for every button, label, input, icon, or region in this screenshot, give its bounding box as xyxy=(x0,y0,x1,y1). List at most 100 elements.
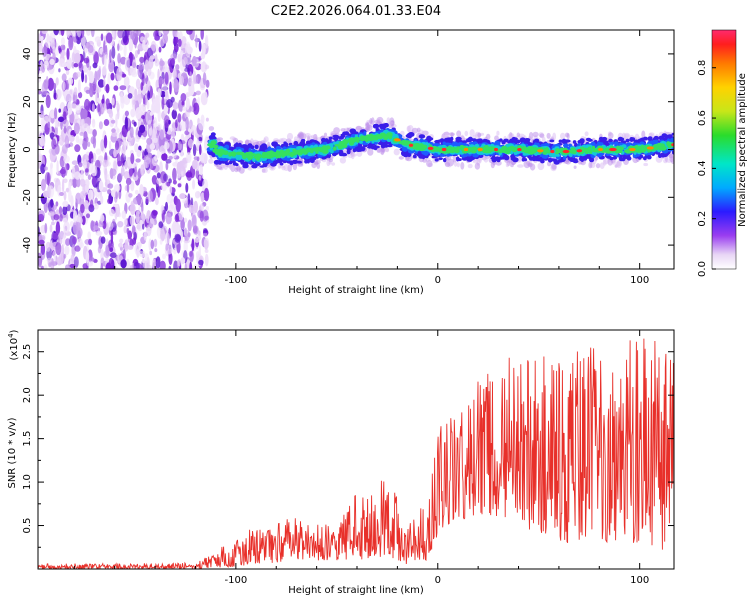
noise-speckle xyxy=(178,75,185,85)
noise-speckle xyxy=(149,111,154,116)
noise-speckle xyxy=(117,53,121,64)
noise-speckle xyxy=(201,43,206,57)
noise-speckle xyxy=(65,264,71,269)
noise-speckle xyxy=(185,171,193,178)
noise-speckle xyxy=(46,172,50,186)
noise-speckle xyxy=(134,135,140,143)
snr-x-tick-label: -100 xyxy=(225,575,248,586)
ridge-band xyxy=(255,157,261,160)
noise-speckle xyxy=(107,189,112,195)
noise-speckle xyxy=(142,223,145,230)
noise-speckle xyxy=(92,188,98,193)
noise-speckle xyxy=(60,44,66,51)
noise-speckle xyxy=(83,57,90,64)
noise-speckle xyxy=(113,85,119,91)
noise-speckle xyxy=(192,225,199,235)
ridge-band xyxy=(456,146,460,151)
noise-speckle xyxy=(165,243,169,251)
noise-speckle xyxy=(168,204,175,213)
ridge-halo xyxy=(269,165,276,171)
noise-speckle xyxy=(90,199,94,209)
noise-speckle xyxy=(120,92,124,104)
ridge-band xyxy=(443,158,447,163)
ridge-band xyxy=(609,156,614,161)
noise-speckle xyxy=(198,259,204,266)
ridge-band xyxy=(469,147,476,152)
noise-speckle xyxy=(172,180,177,185)
noise-speckle xyxy=(202,60,206,71)
noise-speckle xyxy=(198,40,202,52)
noise-speckle xyxy=(116,128,120,133)
noise-speckle xyxy=(157,149,160,159)
ridge-halo xyxy=(393,148,400,156)
ridge-band xyxy=(491,157,497,163)
noise-speckle xyxy=(123,76,130,88)
ridge-band xyxy=(494,140,501,146)
noise-speckle xyxy=(203,228,208,234)
noise-speckle xyxy=(129,215,135,226)
noise-speckle xyxy=(85,250,90,264)
noise-speckle xyxy=(163,136,171,144)
noise-speckle xyxy=(195,90,201,96)
ridge-halo xyxy=(496,130,500,136)
noise-speckle xyxy=(98,180,104,192)
noise-speckle xyxy=(103,78,106,88)
ridge-halo xyxy=(532,131,539,138)
ridge-band xyxy=(275,152,280,155)
noise-speckle xyxy=(150,239,155,250)
ridge-halo xyxy=(537,162,545,171)
noise-speckle xyxy=(127,230,133,240)
ridge-band xyxy=(671,150,674,155)
noise-speckle xyxy=(49,58,55,65)
noise-speckle xyxy=(66,57,73,69)
noise-speckle xyxy=(117,153,121,167)
ridge-halo xyxy=(256,140,263,146)
ridge-band xyxy=(511,147,519,151)
ridge-band xyxy=(232,151,237,157)
ridge-halo xyxy=(339,157,347,164)
ridge-band xyxy=(598,136,604,141)
ridge-band xyxy=(625,149,630,154)
noise-speckle xyxy=(205,205,209,211)
ridge-band xyxy=(600,156,605,160)
noise-speckle xyxy=(71,61,75,69)
noise-speckle xyxy=(94,70,98,83)
noise-speckle xyxy=(139,56,145,64)
noise-speckle xyxy=(65,93,72,104)
noise-speckle xyxy=(199,203,204,212)
ridge-band xyxy=(401,150,406,156)
noise-speckle xyxy=(109,247,114,252)
noise-speckle xyxy=(74,144,81,153)
noise-speckle xyxy=(200,30,204,40)
noise-speckle xyxy=(111,97,115,106)
ridge-band xyxy=(249,145,255,149)
noise-speckle xyxy=(85,30,91,36)
noise-speckle xyxy=(139,250,146,258)
noise-speckle xyxy=(141,201,144,214)
noise-speckle xyxy=(106,104,110,110)
noise-speckle xyxy=(53,214,60,221)
ridge-halo xyxy=(546,132,551,139)
ridge-band xyxy=(530,148,536,153)
ridge-band xyxy=(292,148,297,153)
noise-speckle xyxy=(71,160,79,165)
ridge-peak xyxy=(646,146,654,150)
noise-speckle xyxy=(198,119,205,131)
noise-speckle xyxy=(119,85,127,91)
ridge-band xyxy=(251,148,256,153)
snr-frame xyxy=(37,329,675,570)
ridge-band xyxy=(225,162,230,166)
noise-speckle xyxy=(76,71,81,78)
noise-speckle xyxy=(140,103,146,116)
ridge-halo xyxy=(351,151,355,157)
noise-speckle xyxy=(42,190,50,198)
noise-speckle xyxy=(155,256,161,269)
ridge-halo xyxy=(494,135,499,141)
noise-speckle xyxy=(61,73,67,82)
ridge-halo xyxy=(263,168,268,173)
noise-speckle xyxy=(134,88,138,102)
noise-speckle xyxy=(72,210,78,223)
noise-speckle xyxy=(173,260,178,269)
noise-speckle xyxy=(149,218,155,229)
noise-speckle xyxy=(195,34,198,48)
